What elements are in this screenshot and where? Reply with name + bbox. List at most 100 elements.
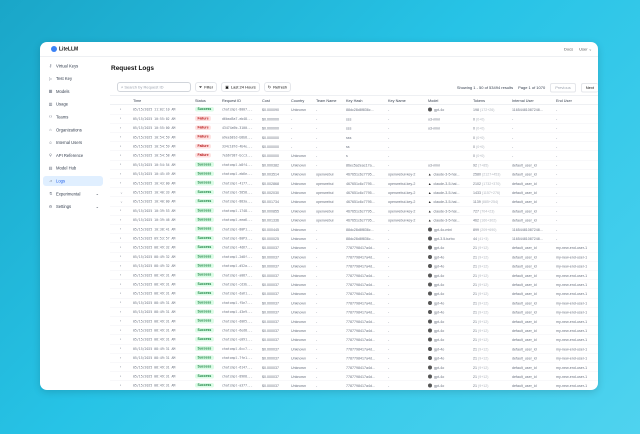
key-name-cell: openwebui-key-2 (388, 190, 416, 196)
table-row[interactable]: › 05/15/2025 08:49:32 AM Success chatcmpl-4… (110, 243, 598, 253)
chevron-down-icon[interactable]: ⌄ (120, 189, 124, 195)
sidebar-item-virtual-keys[interactable]: ⚷ Virtual Keys (43, 61, 103, 71)
table-row[interactable]: › 05/15/2025 10:54:59 AM Failure 334c187d-4… (110, 142, 598, 152)
column-header-internal-user[interactable]: Internal User (512, 98, 534, 104)
chevron-right-icon[interactable]: › (120, 244, 122, 250)
search-input[interactable]: ⌕ Search by Request ID (117, 82, 191, 92)
table-row[interactable]: › 05/15/2025 08:49:31 AM Success chatcmpl-6… (110, 344, 598, 354)
country-cell: Unknown (291, 162, 306, 168)
chevron-right-icon[interactable]: › (120, 116, 122, 121)
table-row[interactable]: › 05/15/2025 08:49:32 AM Success chatcmpl-d… (110, 262, 598, 271)
chevron-right-icon[interactable]: › (120, 235, 122, 241)
table-row[interactable]: › 05/15/2025 08:49:31 AM Success chatcmpl-a… (110, 381, 598, 390)
column-header-country[interactable]: Country (291, 98, 305, 104)
column-header-time[interactable]: Time (133, 98, 142, 104)
table-row[interactable]: ⌄ 05/15/2025 10:40:00 AM Success chatcmpl-8… (110, 197, 598, 207)
table-row[interactable]: › 05/15/2025 10:54:59 AM Failure a9eeb81d-b… (110, 133, 598, 142)
chevron-right-icon[interactable]: › (120, 309, 122, 314)
chevron-right-icon[interactable]: › (120, 355, 122, 360)
table-row[interactable]: › 05/15/2025 10:54:54 AM Success chatcmpl-b… (110, 160, 598, 170)
chevron-right-icon[interactable]: › (120, 134, 122, 140)
table-row[interactable]: › 05/15/2025 08:49:31 AM Success chatcmpl-6… (110, 363, 598, 372)
sidebar-item-logs[interactable]: ⩘ Logs (43, 175, 103, 186)
table-row[interactable]: › 05/15/2025 08:49:31 AM Success chatcmpl-f… (110, 298, 598, 308)
chevron-right-icon[interactable]: › (120, 152, 122, 158)
table-row[interactable]: › 05/15/2025 10:54:58 AM Failure 7eb67387-b… (110, 151, 598, 161)
chevron-right-icon[interactable]: › (120, 106, 122, 112)
column-header-key-hash[interactable]: Key Hash (346, 98, 363, 104)
sidebar-item-test-key[interactable]: ▷ Test Key (43, 74, 103, 84)
chevron-right-icon[interactable]: › (120, 125, 122, 130)
chevron-right-icon[interactable]: › (120, 162, 122, 167)
table-row[interactable]: › 05/15/2025 10:39:53 AM Success chatcmpl-1… (110, 206, 598, 216)
chevron-right-icon[interactable]: › (120, 327, 122, 333)
table-row[interactable]: › 05/15/2025 08:49:31 AM Success chatcmpl-8… (110, 372, 598, 382)
column-header-cost[interactable]: Cost (262, 98, 270, 104)
table-row[interactable]: › 05/15/2025 10:55:00 AM Failure 43474a9b-3… (110, 124, 598, 133)
sidebar-item-models[interactable]: ▦ Models (43, 86, 103, 96)
column-header-key-name[interactable]: Key Name (388, 98, 406, 104)
chevron-right-icon[interactable]: › (120, 281, 122, 287)
table-row[interactable]: › 05/15/2025 08:49:32 AM Success chatcmpl-2… (110, 252, 598, 262)
chevron-right-icon[interactable]: › (120, 364, 122, 370)
column-header-end-user[interactable]: End User (556, 98, 572, 104)
sidebar-item-experimental[interactable]: ⚗ Experimental ⌄ (43, 189, 103, 199)
time-range-button[interactable]: ▣ Last 24 Hours (221, 82, 260, 92)
table-row[interactable]: › 05/15/2025 08:49:31 AM Success chatcmpl-7… (110, 354, 598, 363)
next-button[interactable]: Next (580, 83, 598, 93)
chevron-right-icon[interactable]: › (120, 217, 122, 222)
user-menu[interactable]: User ⌄ (579, 47, 592, 52)
chevron-right-icon[interactable]: › (120, 180, 122, 186)
chevron-right-icon[interactable]: › (120, 208, 122, 213)
chevron-right-icon[interactable]: › (120, 254, 122, 259)
column-header-request-id[interactable]: Request ID (222, 98, 241, 104)
sidebar-item-organizations[interactable]: ⌂ Organizations (43, 125, 103, 135)
chevron-down-icon[interactable]: ⌄ (120, 198, 124, 204)
sidebar-item-internal-users[interactable]: ☺ Internal Users (43, 138, 103, 148)
chevron-right-icon[interactable]: › (120, 171, 122, 176)
chevron-right-icon[interactable]: › (120, 346, 122, 351)
table-row[interactable]: › 05/15/2025 09:53:57 AM Success chatcmpl-8… (110, 234, 598, 244)
refresh-button[interactable]: ↻ Refresh (263, 82, 292, 92)
table-row[interactable]: › 05/15/2025 10:45:49 AM Success chatcmpl-e… (110, 170, 598, 179)
table-row[interactable]: › 05/15/2025 10:38:41 AM Success chatcmpl-8… (110, 225, 598, 234)
sidebar-item-usage[interactable]: ▥ Usage (43, 99, 103, 109)
docs-link[interactable]: Docs (563, 47, 574, 52)
chevron-right-icon[interactable]: › (120, 382, 122, 388)
table-row[interactable]: ⌄ 05/15/2025 10:40:33 AM Success chatcmpl-5… (110, 188, 598, 198)
chevron-right-icon[interactable]: › (120, 336, 122, 342)
table-row[interactable]: › 05/15/2025 10:55:02 AM Failure d6bad5a7-e… (110, 114, 598, 124)
previous-button[interactable]: Previous (550, 83, 576, 93)
table-row[interactable]: › 05/15/2025 08:49:31 AM Success chatcmpl-d… (110, 317, 598, 326)
table-row[interactable]: › 05/15/2025 08:49:31 AM Success chatcmpl-d… (110, 289, 598, 299)
column-header-status[interactable]: Status (195, 98, 206, 104)
table-row[interactable]: › 05/15/2025 10:43:00 AM Success chatcmpl-4… (110, 179, 598, 188)
table-row[interactable]: › 05/15/2025 10:39:46 AM Success chatcmpl-e… (110, 216, 598, 225)
column-header-tokens[interactable]: Tokens (473, 98, 486, 104)
chevron-right-icon[interactable]: › (120, 272, 122, 278)
column-header-model[interactable]: Model (428, 98, 439, 104)
chevron-right-icon[interactable]: › (120, 318, 122, 324)
sidebar-item-model-hub[interactable]: ▤ Model Hub (43, 163, 103, 173)
chevron-right-icon[interactable]: › (120, 226, 122, 232)
column-header-team-name[interactable]: Team Name (316, 98, 337, 104)
request-id-cell: 43474a9b-3100... (222, 126, 253, 131)
chevron-right-icon[interactable]: › (120, 290, 122, 296)
chevron-right-icon[interactable]: › (120, 143, 122, 149)
table-row[interactable]: › 05/15/2025 08:49:31 AM Success chatcmpl-e… (110, 335, 598, 345)
end-user-cell: - (556, 126, 558, 131)
table-row[interactable]: › 05/15/2025 11:02:10 AM Success chatcmpl-8… (110, 105, 598, 115)
sidebar-item-api-reference[interactable]: ⚲ API Reference (43, 150, 103, 160)
table-row[interactable]: › 05/15/2025 08:49:31 AM Success chatcmpl-4… (110, 308, 598, 317)
sidebar-item-settings[interactable]: ⚙ Settings ⌄ (43, 202, 103, 212)
table-row[interactable]: › 05/15/2025 08:49:31 AM Success chatcmpl-6… (110, 326, 598, 336)
chevron-right-icon[interactable]: › (120, 300, 122, 305)
filter-button[interactable]: ⏷ Filter (195, 82, 218, 92)
chevron-right-icon[interactable]: › (120, 373, 122, 379)
tokens-breakdown: (9+12) (478, 346, 489, 352)
table-row[interactable]: › 05/15/2025 08:49:31 AM Success chatcmpl-c… (110, 280, 598, 290)
logo[interactable]: LiteLLM (51, 46, 78, 52)
chevron-right-icon[interactable]: › (120, 263, 122, 268)
table-row[interactable]: › 05/15/2025 08:49:31 AM Success chatcmpl-a… (110, 271, 598, 280)
sidebar-item-teams[interactable]: ⚇ Teams (43, 112, 103, 122)
